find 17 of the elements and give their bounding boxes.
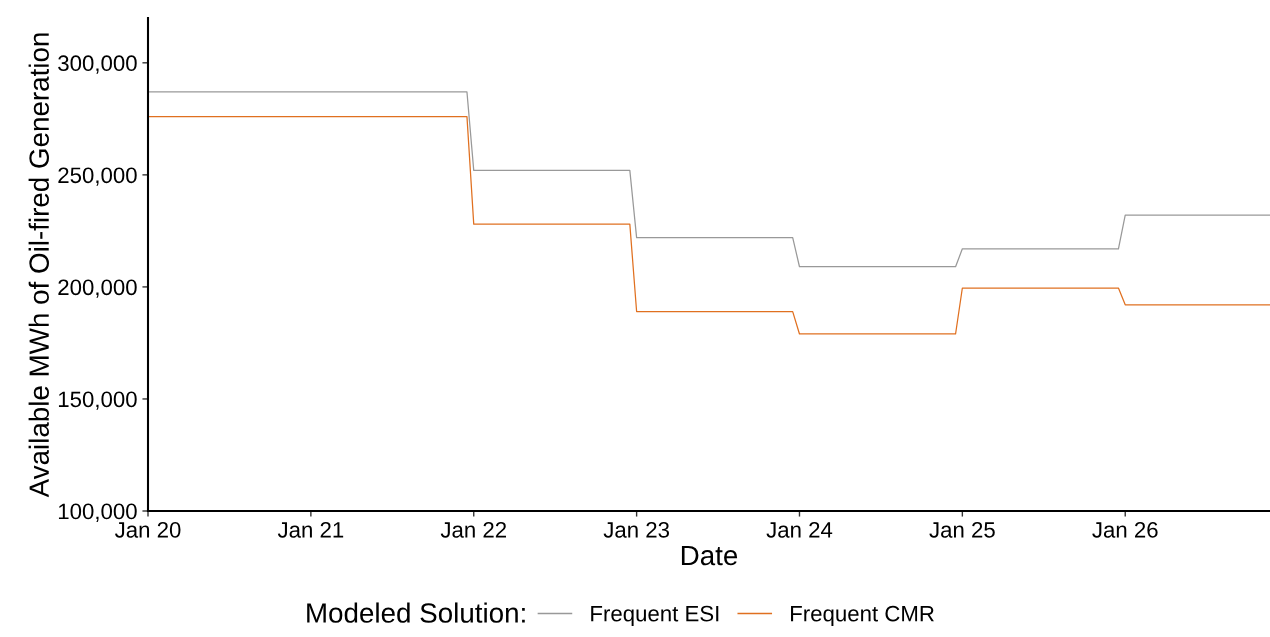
x-tick-label: Jan 25: [929, 522, 995, 538]
y-tick-label: 250,000: [58, 167, 137, 186]
x-tick-label: Jan 21: [277, 522, 344, 538]
x-tick-label: Jan 24: [766, 522, 833, 538]
y-axis-title: Available MWh of Oil-fired Generation: [28, 33, 49, 498]
x-tick-label: Jan 23: [603, 522, 669, 538]
y-tick-label: 200,000: [58, 279, 137, 298]
x-tick-label: Jan 20: [114, 522, 181, 538]
x-tick-label: Jan 26: [1092, 522, 1158, 538]
x-axis-title: Date: [681, 545, 738, 566]
legend-label: Frequent ESI: [591, 605, 719, 626]
x-tick-label: Jan 22: [440, 522, 506, 538]
y-tick-label: 300,000: [58, 55, 137, 74]
legend-title: Modeled Solution:: [307, 602, 525, 623]
y-tick-label: 100,000: [58, 503, 137, 522]
legend-label: Frequent CMR: [791, 605, 934, 626]
y-tick-label: 150,000: [58, 391, 137, 410]
